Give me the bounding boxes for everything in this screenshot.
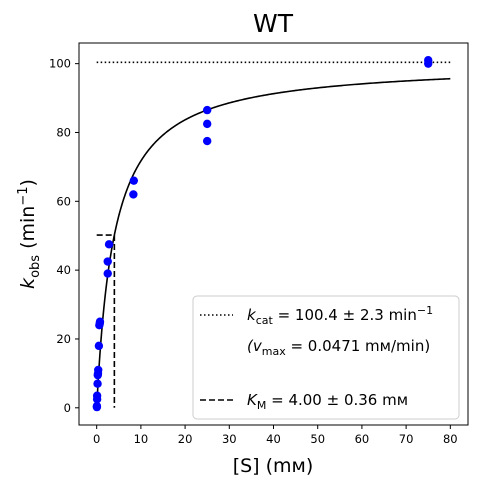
y-axis-label: kobs (min−1)	[16, 179, 43, 289]
x-tick-label: 30	[222, 432, 237, 446]
y-tick-label: 80	[56, 125, 71, 139]
legend-kcat-subscript: cat	[256, 314, 274, 327]
chart-title: WT	[253, 9, 294, 38]
data-point	[104, 240, 114, 249]
data-point	[103, 257, 112, 266]
legend-vmax-entry: (vmax = 0.0471 mм/min)	[247, 337, 430, 358]
legend-vmax-subscript: max	[262, 345, 286, 358]
x-tick-label: 80	[443, 432, 458, 446]
x-tick-label: 40	[266, 432, 281, 446]
legend-km-subscript: M	[257, 399, 267, 412]
y-tick-label: 60	[56, 194, 71, 208]
legend-kcat-superscript: −1	[417, 304, 433, 317]
legend-km-value: = 4.00 ± 0.36 mм	[266, 391, 408, 409]
data-point	[202, 105, 212, 115]
data-points	[92, 56, 433, 412]
data-point	[129, 190, 138, 199]
y-axis-ticks: 0 20 40 60 80 100	[49, 57, 79, 415]
data-point	[94, 365, 103, 375]
legend-kcat-symbol: k	[247, 306, 257, 324]
y-tick-label: 40	[56, 263, 71, 277]
legend-km-entry: KM = 4.00 ± 0.36 mм	[247, 391, 408, 412]
y-tick-label: 20	[56, 332, 71, 346]
legend-kcat-entry: kcat = 100.4 ± 2.3 min−1	[247, 304, 433, 327]
data-point	[94, 341, 104, 351]
y-axis-label-unit-open: (min	[17, 206, 39, 255]
y-axis-label-symbol: k	[17, 277, 39, 289]
y-tick-label: 100	[49, 57, 71, 71]
data-point	[95, 317, 105, 326]
x-tick-label: 70	[399, 432, 414, 446]
legend-vmax-open: (v	[247, 337, 263, 355]
y-axis-label-unit-close: )	[17, 179, 39, 186]
michaelis-menten-fit-curve	[95, 77, 451, 408]
series-layer	[95, 61, 451, 408]
x-tick-label: 10	[134, 432, 149, 446]
y-axis-label-subscript: obs	[28, 255, 43, 278]
legend-vmax-value: = 0.0471 mм/min)	[286, 337, 430, 355]
data-point	[424, 56, 433, 65]
data-point	[92, 401, 102, 411]
x-tick-label: 60	[355, 432, 370, 446]
y-tick-label: 0	[64, 401, 71, 415]
x-tick-label: 20	[178, 432, 193, 446]
data-point	[129, 176, 139, 185]
x-axis-label: [S] (mм)	[233, 455, 314, 477]
data-point	[92, 391, 102, 400]
legend-kcat-value: = 100.4 ± 2.3 min	[273, 306, 417, 324]
data-point	[202, 119, 212, 129]
x-tick-label: 0	[93, 432, 100, 446]
x-axis-ticks: 0 10 20 30 40 50 60 70 80	[93, 425, 458, 446]
legend: kcat = 100.4 ± 2.3 min−1 (vmax = 0.0471 …	[192, 295, 460, 420]
data-point	[93, 379, 102, 388]
x-tick-label: 50	[310, 432, 325, 446]
legend-box	[192, 295, 460, 420]
data-point	[103, 269, 112, 278]
data-point	[202, 136, 212, 146]
y-axis-label-unit-sup: −1	[16, 186, 31, 205]
legend-km-symbol: K	[247, 391, 258, 409]
